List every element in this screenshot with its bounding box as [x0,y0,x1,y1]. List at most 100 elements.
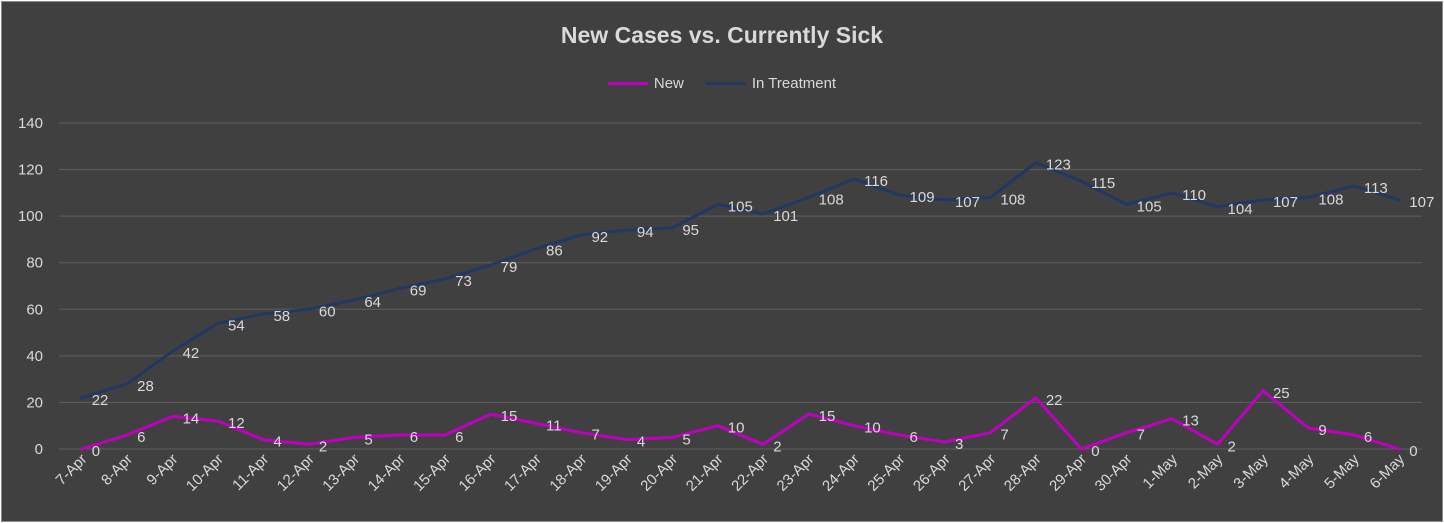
data-label-new: 22 [1046,392,1063,409]
data-label-in-treatment: 58 [273,308,290,325]
x-tick-label: 1-May [1139,450,1181,492]
data-label-in-treatment: 104 [1228,201,1253,218]
data-label-in-treatment: 94 [637,224,654,241]
x-tick-label: 9-Apr [143,451,181,489]
data-label-new: 4 [273,434,281,451]
data-label-new: 10 [864,420,881,437]
data-label-new: 25 [1273,385,1290,402]
x-tick-label: 15-Apr [410,451,454,495]
data-label-in-treatment: 60 [319,303,336,320]
x-tick-label: 25-Apr [864,451,908,495]
x-tick-label: 7-Apr [53,451,91,489]
x-tick-label: 6-May [1367,450,1409,492]
legend-item: New [607,75,684,92]
data-label-in-treatment: 54 [228,317,245,334]
x-tick-label: 13-Apr [319,451,363,495]
data-label-in-treatment: 42 [183,345,200,362]
x-tick-label: 19-Apr [592,451,636,495]
y-tick-label: 100 [18,208,43,225]
series-line-new [80,389,1401,451]
x-tick-label: 23-Apr [774,451,818,495]
y-tick-label: 60 [26,301,43,318]
x-tick-label: 29-Apr [1046,451,1090,495]
data-label-in-treatment: 69 [410,282,427,299]
data-label-in-treatment: 115 [1091,175,1115,192]
data-label-new: 6 [410,429,418,446]
data-label-in-treatment: 105 [1137,199,1162,216]
x-tick-label: 3-May [1230,450,1272,492]
data-label-in-treatment: 110 [1182,187,1206,204]
x-tick-label: 10-Apr [183,451,227,495]
data-label-in-treatment: 105 [728,199,753,216]
data-label-in-treatment: 107 [1409,194,1434,211]
x-tick-label: 28-Apr [1001,451,1045,495]
data-label-in-treatment: 108 [1000,192,1025,209]
data-label-new: 15 [819,408,836,425]
data-label-new: 12 [228,415,245,432]
x-tick-label: 14-Apr [365,451,409,495]
x-tick-label: 12-Apr [274,451,318,495]
data-label-new: 0 [1409,443,1417,460]
x-tick-label: 11-Apr [229,451,272,494]
data-label-in-treatment: 113 [1364,180,1388,197]
chart-title: New Cases vs. Currently Sick [560,22,884,48]
data-label-new: 2 [319,438,327,455]
data-label-new: 6 [455,429,463,446]
data-label-in-treatment: 28 [137,378,154,395]
data-label-new: 6 [910,429,918,446]
data-label-new: 0 [1091,443,1099,460]
data-label-new: 0 [92,443,100,460]
x-tick-label: 2-May [1185,450,1227,492]
data-label-in-treatment: 101 [773,208,798,225]
data-label-in-treatment: 92 [591,229,608,246]
x-tick-label: 8-Apr [98,451,136,489]
y-tick-label: 40 [26,348,43,365]
data-label-in-treatment: 108 [1318,192,1343,209]
x-tick-label: 26-Apr [910,451,954,495]
x-tick-label: 22-Apr [728,451,772,495]
data-label-new: 2 [1228,438,1236,455]
x-tick-label: 18-Apr [546,451,590,495]
data-label-new: 14 [183,410,200,427]
legend-item: In Treatment [705,75,837,92]
data-label-in-treatment: 86 [546,243,563,260]
x-tick-label: 4-May [1276,450,1318,492]
data-label-new: 4 [637,434,645,451]
x-tick-label: 20-Apr [637,451,681,495]
data-label-new: 3 [955,436,963,453]
x-tick-label: 21-Apr [683,451,727,495]
data-label-new: 9 [1318,422,1326,439]
data-label-new: 13 [1182,413,1199,430]
data-label-new: 6 [137,429,145,446]
x-tick-label: 16-Apr [456,451,500,495]
data-label-new: 5 [682,431,690,448]
x-tick-label: 17-Apr [501,451,545,495]
data-label-in-treatment: 107 [955,194,980,211]
data-label-in-treatment: 22 [92,392,109,409]
data-label-new: 15 [501,408,518,425]
data-label-new: 5 [364,431,372,448]
legend: New In Treatment [2,75,1442,92]
data-label-new: 11 [546,417,562,434]
data-label-in-treatment: 108 [819,192,844,209]
x-tick-label: 24-Apr [819,451,863,495]
data-label-in-treatment: 109 [910,189,935,206]
series-line-in-treatment [80,161,1401,400]
legend-label: New [653,75,684,92]
data-label-in-treatment: 123 [1046,157,1071,174]
data-label-new: 7 [591,427,599,444]
data-label-new: 10 [728,420,745,437]
data-label-in-treatment: 116 [864,173,888,190]
data-label-new: 6 [1364,429,1372,446]
y-tick-label: 0 [35,441,43,458]
y-tick-label: 20 [26,394,43,411]
data-label-in-treatment: 79 [501,259,518,276]
data-label-new: 7 [1137,427,1145,444]
legend-swatch [705,82,746,85]
data-label-in-treatment: 73 [455,273,472,290]
data-label-new: 2 [773,438,781,455]
x-tick-label: 5-May [1321,450,1363,492]
legend-label: In Treatment [751,75,837,92]
